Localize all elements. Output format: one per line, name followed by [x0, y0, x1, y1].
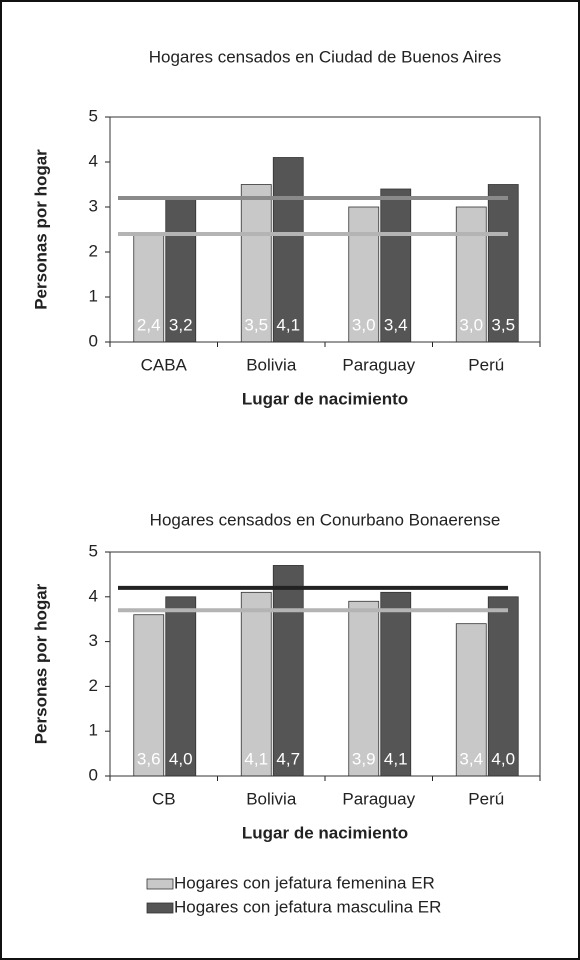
- y-axis-label: Personas por hogar: [31, 149, 50, 310]
- data-label: 4,0: [491, 749, 515, 768]
- bar: [455, 206, 487, 343]
- x-tick-label: Bolivia: [246, 789, 297, 808]
- legend-swatch: [146, 902, 174, 914]
- plot-frame: [109, 551, 541, 777]
- legend-label: Hogares con jefatura femenina ER: [174, 873, 435, 892]
- bar: [272, 157, 304, 343]
- bar: [380, 591, 412, 777]
- legend-label: Hogares con jefatura masculina ER: [174, 897, 441, 916]
- y-tick-label: 4: [89, 151, 98, 170]
- bar: [348, 600, 380, 777]
- data-label: 3,6: [137, 749, 161, 768]
- y-axis-label: Personas por hogar: [31, 583, 50, 744]
- data-label: 3,4: [384, 315, 408, 334]
- y-tick-label: 1: [89, 286, 98, 305]
- bar: [133, 614, 165, 777]
- bar: [455, 623, 487, 777]
- data-label: 4,7: [276, 749, 300, 768]
- bar: [240, 184, 272, 343]
- data-label: 4,1: [276, 315, 300, 334]
- plot-frame: [109, 116, 541, 343]
- y-tick-label: 4: [89, 586, 98, 605]
- y-tick-label: 2: [89, 676, 98, 695]
- y-tick-label: 0: [89, 765, 98, 784]
- bar: [165, 596, 197, 777]
- x-tick-label: Bolivia: [246, 355, 297, 374]
- y-tick-label: 3: [89, 631, 98, 650]
- bar: [272, 565, 304, 777]
- data-label: 3,0: [352, 315, 376, 334]
- data-label: 4,1: [244, 749, 268, 768]
- y-tick-label: 5: [89, 106, 98, 125]
- x-tick-label: Paraguay: [342, 789, 415, 808]
- bar: [240, 591, 272, 777]
- bar: [487, 596, 519, 777]
- data-label: 3,5: [244, 315, 268, 334]
- data-label: 4,1: [384, 749, 408, 768]
- data-label: 4,0: [169, 749, 193, 768]
- data-label: 2,4: [137, 315, 161, 334]
- y-tick-label: 2: [89, 241, 98, 260]
- y-tick-label: 5: [89, 541, 98, 560]
- y-tick-label: 3: [89, 196, 98, 215]
- data-label: 3,0: [459, 315, 483, 334]
- data-label: 3,9: [352, 749, 376, 768]
- x-tick-label: Paraguay: [342, 355, 415, 374]
- x-axis-label: Lugar de nacimiento: [242, 823, 408, 842]
- x-tick-label: CABA: [141, 355, 188, 374]
- data-label: 3,5: [491, 315, 515, 334]
- chart-title: Hogares censados en Ciudad de Buenos Air…: [149, 47, 502, 66]
- x-axis-label: Lugar de nacimiento: [242, 389, 408, 408]
- data-label: 3,4: [459, 749, 483, 768]
- bar: [487, 184, 519, 343]
- x-tick-label: CB: [152, 789, 176, 808]
- chart-title: Hogares censados en Conurbano Bonaerense: [150, 510, 501, 529]
- legend-swatch: [146, 878, 174, 890]
- data-label: 3,2: [169, 315, 193, 334]
- x-tick-label: Perú: [468, 789, 504, 808]
- x-tick-label: Perú: [468, 355, 504, 374]
- bar: [165, 197, 197, 343]
- y-tick-label: 0: [89, 331, 98, 350]
- y-tick-label: 1: [89, 721, 98, 740]
